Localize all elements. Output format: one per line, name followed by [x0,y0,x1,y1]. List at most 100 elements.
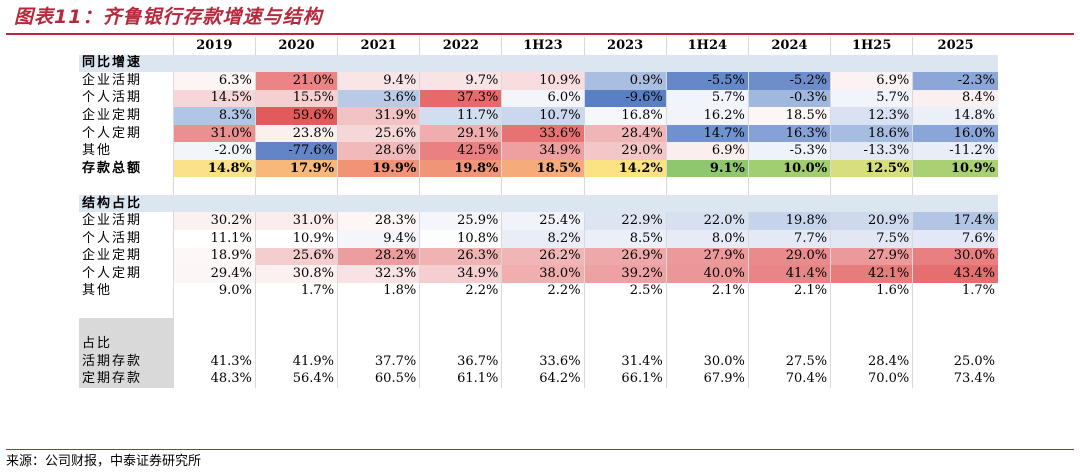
table-cell [501,177,585,195]
table-cell: 6.3% [172,72,256,90]
table-row: 个人活期 11.1% 10.9% 9.4% 10.8% 8.2% 8.5% 8.0% 7.7% 7… [79,230,998,248]
table-cell: -5.2% [747,72,831,90]
table-cell [172,54,256,73]
table-cell [172,335,256,353]
table-cell [830,335,913,353]
table-cell [583,194,667,213]
table-cell: 23.8% [254,124,338,143]
table-cell: 1.8% [337,282,420,301]
table-cell: 10.0% [747,159,831,178]
table-cell [337,317,420,336]
table-cell: 19.9% [337,159,420,178]
table-cell: 28.4% [583,124,667,143]
table-row: 其他 -2.0% -77.6% 28.6% 42.5% 34.9% 29.0% 6.9% -5.… [79,142,998,160]
table-cell: 2.2% [501,282,585,301]
column-header: 1H24 [665,37,749,55]
table-cell: 27.9% [830,247,913,266]
table-cell [337,54,420,73]
row-label: 其他 [82,283,113,299]
table-cell: 39.2% [583,265,667,283]
table-cell [583,335,667,353]
header-corner [79,37,174,55]
table-cell: 31.0% [172,124,256,143]
table-cell: 19.8% [747,212,831,231]
row-label: 个人活期 [82,230,143,246]
table-cell: 2.1% [665,282,749,301]
table-cell [830,317,913,336]
table-cell: 29.0% [583,142,667,160]
table-cell: -11.2% [912,142,998,160]
row-label: 活期存款 [79,352,174,371]
table-cell: 7.7% [747,230,831,248]
table-cell: 11.1% [172,230,256,248]
table-cell [337,335,420,353]
table-cell: 37.7% [337,352,420,371]
table-cell: 8.5% [583,230,667,248]
figure-title: 图表11：齐鲁银行存款增速与结构 [14,6,323,28]
table-cell [830,300,913,318]
spacer-row [79,177,998,195]
row-label: 个人活期 [82,90,143,106]
table-cell [912,177,998,195]
table-cell [830,54,913,73]
table-row: 其他 9.0% 1.7% 1.8% 2.2% 2.2% 2.5% 2.1% 2.1% 1.6% 1.… [79,282,998,301]
table-cell: 5.7% [665,89,749,108]
table-cell [337,300,420,318]
source-note: 来源：公司财报，中泰证券研究所 [6,454,202,469]
table-cell [254,317,338,336]
table-cell [583,317,667,336]
table-cell: 16.8% [583,107,667,125]
table-cell: 22.0% [665,212,749,231]
table-cell: 14.7% [665,124,749,143]
table-cell: 41.9% [254,352,338,371]
table-cell: 29.1% [419,124,502,143]
table-cell: 26.3% [419,247,502,266]
table-cell [747,194,831,213]
table-cell [501,300,585,318]
table-cell [501,335,585,353]
table-cell: 37.3% [419,89,502,108]
row-label: 存款总额 [82,160,143,176]
table-row: 企业定期 8.3% 59.6% 31.9% 11.7% 10.7% 16.8% 16.2% 18… [79,107,998,125]
table-cell: 31.4% [583,352,667,371]
table-cell: 25.4% [501,212,585,231]
table-cell [254,335,338,353]
table-cell: 34.9% [419,265,502,283]
table-cell [665,300,749,318]
table-cell: 12.3% [830,107,913,125]
deposit-table: 2019 2020 2021 2022 1H23 2023 1H24 2024 1H25 2025… [79,37,998,388]
table-cell [665,54,749,73]
column-header: 2023 [583,37,667,55]
table-cell: 33.6% [501,352,585,371]
table-cell [254,177,338,195]
table-cell: 6.9% [665,142,749,160]
column-header: 1H23 [501,37,585,55]
table-cell: 2.1% [747,282,831,301]
table-cell: 1.7% [912,282,998,301]
table-cell [912,300,998,318]
table-cell: -0.3% [747,89,831,108]
table-cell: 28.4% [830,352,913,371]
table-row: 企业定期 18.9% 25.6% 28.2% 26.3% 26.2% 26.9% 27.9% 2… [79,247,998,266]
table-cell: 20.9% [830,212,913,231]
title-rule [6,33,1074,35]
table-cell: 10.8% [419,230,502,248]
table-cell: 73.4% [912,370,998,388]
table-cell [419,300,502,318]
table-cell: 1.6% [830,282,913,301]
table-row: 个人定期 31.0% 23.8% 25.6% 29.1% 33.6% 28.4% 14.7% 1… [79,124,998,143]
spacer-row [79,300,998,318]
table-cell [172,194,256,213]
table-cell [172,300,256,318]
table-cell [501,317,585,336]
table-cell: 9.0% [172,282,256,301]
table-cell: 0.9% [583,72,667,90]
table-cell: 64.2% [501,370,585,388]
table-row: 活期存款 41.3% 41.9% 37.7% 36.7% 33.6% 31.4% 30.0% 2… [79,352,998,371]
table-cell [665,194,749,213]
table-cell: 27.5% [747,352,831,371]
table-cell: 56.4% [254,370,338,388]
table-cell: 19.8% [419,159,502,178]
table-cell [912,194,998,213]
table-cell: 10.9% [254,230,338,248]
